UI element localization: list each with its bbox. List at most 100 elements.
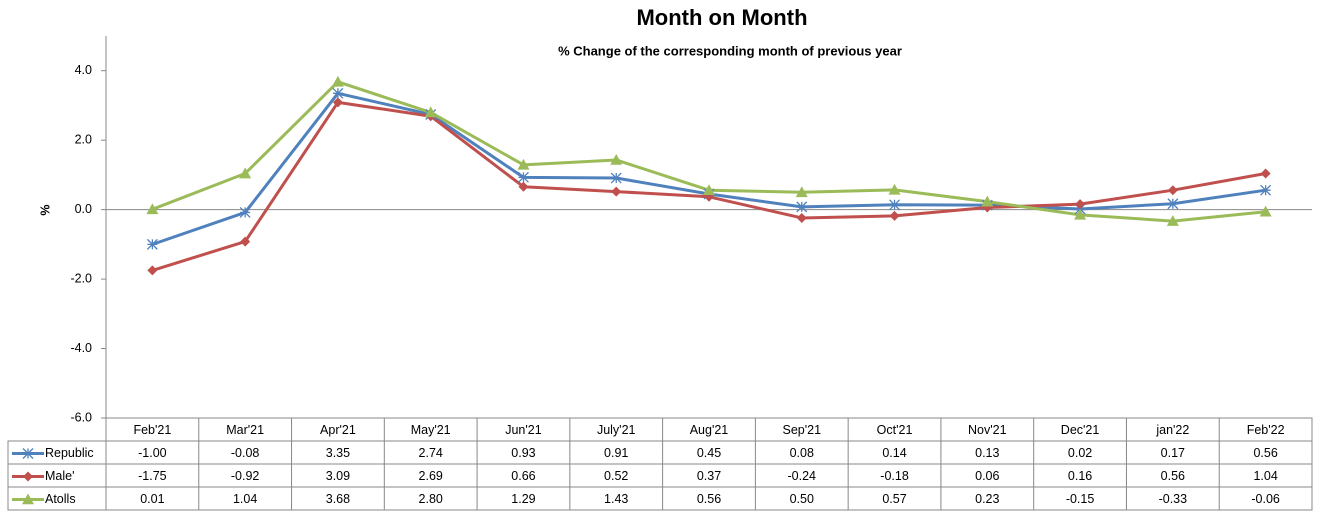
data-point [147, 265, 158, 276]
data-point [703, 184, 715, 195]
table-value: 0.50 [790, 492, 814, 506]
table-value: 0.14 [882, 446, 906, 460]
y-tick-label: 2.0 [75, 132, 92, 146]
data-point [888, 183, 901, 195]
y-axis-label: % [38, 204, 52, 215]
data-point [239, 206, 251, 218]
data-point [610, 153, 623, 165]
data-point [1074, 208, 1087, 220]
data-point [889, 199, 900, 211]
table-value: 0.16 [1068, 469, 1092, 483]
table-value: -0.15 [1066, 492, 1095, 506]
data-point [239, 167, 252, 179]
data-point [1260, 168, 1271, 179]
table-value: -0.18 [880, 469, 909, 483]
data-point [1260, 184, 1272, 196]
data-point [146, 203, 159, 215]
table-value: 0.23 [975, 492, 999, 506]
table-value: 0.66 [511, 469, 535, 483]
x-tick-label: Sep'21 [782, 423, 821, 437]
series-line [151, 91, 1266, 246]
table-value: 0.57 [882, 492, 906, 506]
legend-label: Republic [45, 446, 94, 460]
data-point [331, 75, 344, 87]
data-point [1075, 199, 1086, 210]
x-tick-label: Nov'21 [968, 423, 1007, 437]
table-value: 0.93 [511, 446, 535, 460]
data-point [1166, 215, 1179, 226]
table-value: 2.69 [419, 469, 443, 483]
table-value: -0.24 [788, 469, 817, 483]
x-tick-label: Feb'21 [133, 423, 171, 437]
data-point [518, 181, 529, 192]
data-point [146, 238, 158, 250]
table-value: 0.45 [697, 446, 721, 460]
table-value: -0.33 [1159, 492, 1188, 506]
data-point [796, 201, 808, 213]
data-point [240, 236, 251, 247]
legend-marker [22, 448, 34, 459]
data-point [889, 210, 900, 221]
data-point [795, 186, 808, 198]
table-value: -0.08 [231, 446, 260, 460]
table-value: 3.09 [326, 469, 350, 483]
table-value: -1.75 [138, 469, 167, 483]
table-value: 1.43 [604, 492, 628, 506]
table-value: 0.06 [975, 469, 999, 483]
table-value: 1.04 [1253, 469, 1277, 483]
legend-marker [22, 493, 34, 505]
y-tick-label: -4.0 [70, 341, 92, 355]
data-point [610, 172, 622, 184]
table-value: -0.06 [1251, 492, 1280, 506]
legend-label: Atolls [45, 492, 76, 506]
data-point [332, 87, 344, 99]
table-value: 0.02 [1068, 446, 1092, 460]
x-tick-label: Jun'21 [505, 423, 541, 437]
table-value: 0.56 [1253, 446, 1277, 460]
y-tick-label: 0.0 [75, 202, 92, 216]
table-value: 3.68 [326, 492, 350, 506]
data-point [424, 106, 437, 118]
table-value: -0.92 [231, 469, 260, 483]
data-point [1167, 198, 1179, 210]
data-point [611, 186, 622, 197]
data-point [518, 171, 529, 183]
x-tick-label: Mar'21 [226, 423, 264, 437]
x-tick-label: July'21 [597, 423, 636, 437]
table-value: 3.35 [326, 446, 350, 460]
table-value: 0.08 [790, 446, 814, 460]
data-point [517, 158, 530, 170]
data-point [981, 195, 994, 207]
x-tick-label: Aug'21 [690, 423, 729, 437]
x-tick-label: Dec'21 [1061, 423, 1100, 437]
y-tick-label: -2.0 [70, 271, 92, 285]
table-value: 0.56 [1161, 469, 1185, 483]
chart-title: Month on Month [636, 5, 807, 30]
table-value: 2.74 [419, 446, 443, 460]
table-value: 0.56 [697, 492, 721, 506]
y-tick-label: -6.0 [70, 410, 92, 424]
table-value: 0.17 [1161, 446, 1185, 460]
table-value: -1.00 [138, 446, 167, 460]
x-tick-label: Oct'21 [877, 423, 913, 437]
x-tick-label: May'21 [411, 423, 451, 437]
chart-subtitle: % Change of the corresponding month of p… [558, 43, 902, 58]
table-value: 0.91 [604, 446, 628, 460]
y-tick-label: 4.0 [75, 63, 92, 77]
table-body-border [7, 440, 1313, 511]
table-value: 0.01 [140, 492, 164, 506]
table-value: 0.13 [975, 446, 999, 460]
x-tick-label: jan'22 [1155, 423, 1189, 437]
legend-label: Male' [45, 469, 74, 483]
x-tick-label: Apr'21 [320, 423, 356, 437]
table-value: 1.29 [511, 492, 535, 506]
table-value: 1.04 [233, 492, 257, 506]
data-point [1259, 205, 1272, 217]
table-value: 0.37 [697, 469, 721, 483]
data-point [332, 97, 343, 108]
legend-marker [23, 471, 33, 482]
data-point [796, 212, 807, 223]
data-point [1167, 185, 1178, 196]
